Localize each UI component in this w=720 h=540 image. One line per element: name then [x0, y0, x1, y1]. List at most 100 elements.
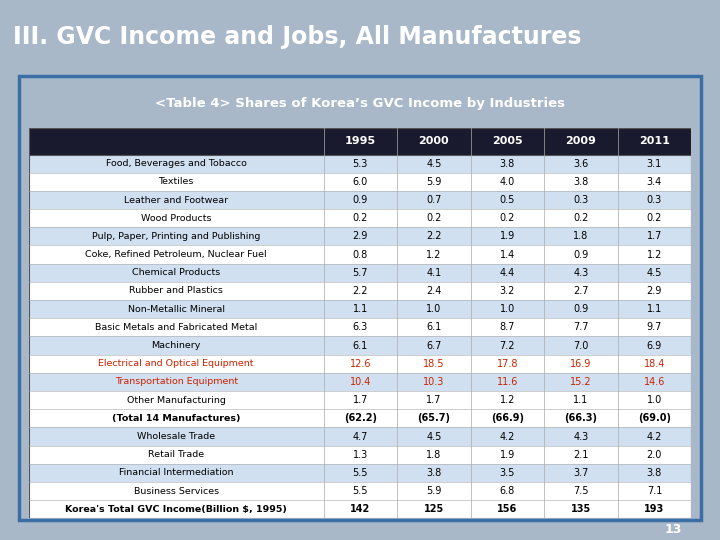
Text: 1.8: 1.8: [573, 232, 588, 241]
Text: 3.8: 3.8: [647, 468, 662, 478]
Text: 0.9: 0.9: [573, 249, 588, 260]
Text: 2.9: 2.9: [353, 232, 368, 241]
Text: 7.2: 7.2: [500, 341, 515, 350]
Text: 125: 125: [424, 504, 444, 514]
Text: 3.8: 3.8: [500, 159, 515, 168]
Text: 16.9: 16.9: [570, 359, 592, 369]
Text: 2.1: 2.1: [573, 450, 588, 460]
Text: (Total 14 Manufactures): (Total 14 Manufactures): [112, 414, 240, 423]
Text: Business Services: Business Services: [134, 487, 219, 496]
Text: 1.7: 1.7: [353, 395, 368, 405]
Text: 2011: 2011: [639, 136, 670, 146]
Text: 6.9: 6.9: [647, 341, 662, 350]
Text: 4.3: 4.3: [573, 431, 588, 442]
Text: 0.7: 0.7: [426, 195, 441, 205]
Text: (66.9): (66.9): [491, 413, 524, 423]
Text: 0.8: 0.8: [353, 249, 368, 260]
Text: 1.2: 1.2: [426, 249, 441, 260]
Text: 1.1: 1.1: [353, 304, 368, 314]
Text: 1.7: 1.7: [426, 395, 441, 405]
Text: 9.7: 9.7: [647, 322, 662, 332]
Text: 13: 13: [665, 523, 682, 536]
Text: 1995: 1995: [345, 136, 376, 146]
Text: 3.5: 3.5: [500, 468, 515, 478]
Bar: [29, 173, 691, 191]
Text: (66.3): (66.3): [564, 413, 598, 423]
Text: 2000: 2000: [418, 136, 449, 146]
Bar: [29, 246, 691, 264]
Text: 1.2: 1.2: [500, 395, 515, 405]
Text: 10.3: 10.3: [423, 377, 444, 387]
Bar: [29, 264, 691, 282]
Text: Chemical Products: Chemical Products: [132, 268, 220, 277]
Text: (69.0): (69.0): [638, 413, 671, 423]
Bar: [29, 209, 691, 227]
Bar: [29, 191, 691, 209]
Text: 4.2: 4.2: [500, 431, 515, 442]
Text: 2009: 2009: [565, 136, 596, 146]
Bar: [29, 464, 691, 482]
Text: 6.1: 6.1: [353, 341, 368, 350]
Text: 6.8: 6.8: [500, 486, 515, 496]
Text: 3.2: 3.2: [500, 286, 515, 296]
Text: 1.4: 1.4: [500, 249, 515, 260]
Text: 7.7: 7.7: [573, 322, 589, 332]
Bar: [29, 128, 691, 154]
Text: 3.8: 3.8: [573, 177, 588, 187]
Text: 0.3: 0.3: [573, 195, 588, 205]
Text: 2.0: 2.0: [647, 450, 662, 460]
Text: 4.1: 4.1: [426, 268, 441, 278]
Text: 11.6: 11.6: [497, 377, 518, 387]
Bar: [29, 373, 691, 391]
Text: Rubber and Plastics: Rubber and Plastics: [130, 287, 223, 295]
Text: Food, Beverages and Tobacco: Food, Beverages and Tobacco: [106, 159, 247, 168]
Text: 6.1: 6.1: [426, 322, 441, 332]
Text: 142: 142: [350, 504, 371, 514]
Text: 4.7: 4.7: [353, 431, 368, 442]
Text: 1.2: 1.2: [647, 249, 662, 260]
Bar: [29, 300, 691, 318]
Text: 18.4: 18.4: [644, 359, 665, 369]
Text: Coke, Refined Petroleum, Nuclear Fuel: Coke, Refined Petroleum, Nuclear Fuel: [86, 250, 267, 259]
Text: 0.5: 0.5: [500, 195, 515, 205]
Text: Textiles: Textiles: [158, 177, 194, 186]
Text: 5.5: 5.5: [353, 468, 368, 478]
Bar: [29, 446, 691, 464]
Text: 1.0: 1.0: [426, 304, 441, 314]
Text: 8.7: 8.7: [500, 322, 515, 332]
Text: Basic Metals and Fabricated Metal: Basic Metals and Fabricated Metal: [95, 323, 257, 332]
Text: 156: 156: [498, 504, 518, 514]
Text: Transportation Equipment: Transportation Equipment: [114, 377, 238, 387]
Text: 4.3: 4.3: [573, 268, 588, 278]
Text: 7.5: 7.5: [573, 486, 589, 496]
Text: Financial Intermediation: Financial Intermediation: [119, 468, 233, 477]
Text: 5.9: 5.9: [426, 486, 441, 496]
Text: 18.5: 18.5: [423, 359, 445, 369]
Text: 6.3: 6.3: [353, 322, 368, 332]
Text: 1.0: 1.0: [647, 395, 662, 405]
Text: 2.2: 2.2: [426, 232, 441, 241]
Text: 3.7: 3.7: [573, 468, 588, 478]
Text: 4.5: 4.5: [426, 431, 441, 442]
Text: 0.3: 0.3: [647, 195, 662, 205]
Text: 2005: 2005: [492, 136, 523, 146]
Text: 4.5: 4.5: [426, 159, 441, 168]
Text: 1.9: 1.9: [500, 232, 515, 241]
Text: Pulp, Paper, Printing and Publishing: Pulp, Paper, Printing and Publishing: [92, 232, 261, 241]
Text: 1.0: 1.0: [500, 304, 515, 314]
Bar: [29, 282, 691, 300]
Text: 3.1: 3.1: [647, 159, 662, 168]
Text: 2.4: 2.4: [426, 286, 441, 296]
Bar: [29, 500, 691, 518]
Text: 4.5: 4.5: [647, 268, 662, 278]
Text: 1.1: 1.1: [573, 395, 588, 405]
Text: 4.0: 4.0: [500, 177, 515, 187]
Text: 1.1: 1.1: [647, 304, 662, 314]
Text: Korea's Total GVC Income(Billion $, 1995): Korea's Total GVC Income(Billion $, 1995…: [66, 505, 287, 514]
Text: III. GVC Income and Jobs, All Manufactures: III. GVC Income and Jobs, All Manufactur…: [13, 24, 582, 49]
Text: Machinery: Machinery: [151, 341, 201, 350]
Text: 1.3: 1.3: [353, 450, 368, 460]
Bar: [29, 154, 691, 173]
Bar: [29, 428, 691, 445]
Text: 5.5: 5.5: [353, 486, 368, 496]
